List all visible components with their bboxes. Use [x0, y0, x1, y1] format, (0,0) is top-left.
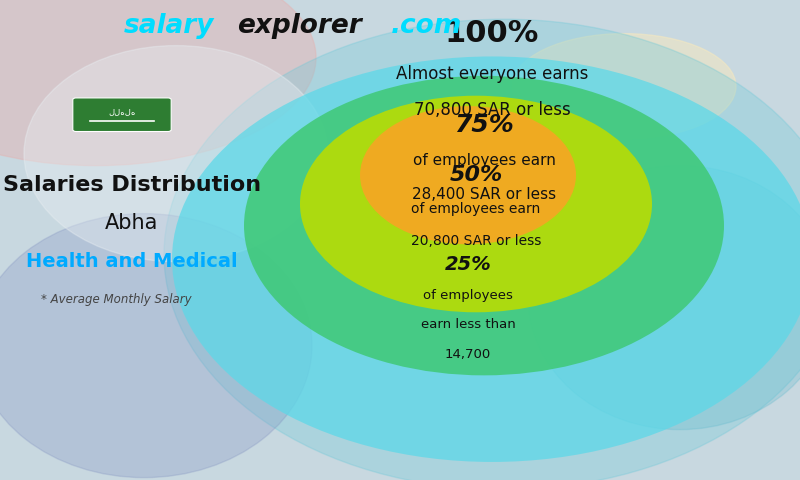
Ellipse shape: [0, 0, 316, 166]
Text: 25%: 25%: [445, 254, 491, 274]
Text: Salaries Distribution: Salaries Distribution: [3, 175, 261, 195]
Ellipse shape: [512, 34, 736, 139]
Ellipse shape: [528, 166, 800, 430]
Text: للهله: للهله: [108, 107, 136, 116]
Text: Health and Medical: Health and Medical: [26, 252, 238, 271]
Text: .com: .com: [390, 13, 462, 39]
Ellipse shape: [360, 106, 576, 244]
Ellipse shape: [0, 214, 312, 478]
Text: 70,800 SAR or less: 70,800 SAR or less: [414, 101, 570, 120]
Ellipse shape: [172, 57, 800, 462]
Text: of employees earn: of employees earn: [413, 153, 555, 168]
FancyBboxPatch shape: [73, 98, 171, 132]
Text: 100%: 100%: [445, 19, 539, 48]
Text: earn less than: earn less than: [421, 318, 515, 332]
Text: of employees earn: of employees earn: [411, 202, 541, 216]
Text: Almost everyone earns: Almost everyone earns: [396, 65, 588, 84]
Text: Abha: Abha: [106, 213, 158, 233]
Text: of employees: of employees: [423, 288, 513, 302]
Text: salary: salary: [124, 13, 214, 39]
Ellipse shape: [244, 76, 724, 375]
Text: 14,700: 14,700: [445, 348, 491, 361]
Text: 75%: 75%: [454, 113, 514, 137]
Text: * Average Monthly Salary: * Average Monthly Salary: [41, 293, 191, 307]
Text: 28,400 SAR or less: 28,400 SAR or less: [412, 187, 556, 202]
Ellipse shape: [24, 46, 328, 262]
Ellipse shape: [300, 96, 652, 312]
Text: 20,800 SAR or less: 20,800 SAR or less: [411, 234, 541, 249]
Ellipse shape: [164, 19, 800, 480]
Text: explorer: explorer: [237, 13, 362, 39]
Text: 50%: 50%: [450, 165, 502, 185]
